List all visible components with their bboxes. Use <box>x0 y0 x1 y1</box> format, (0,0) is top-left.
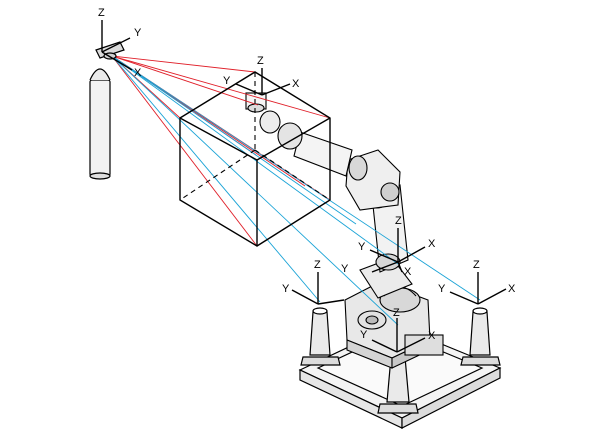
axis-label-x: X <box>428 238 436 250</box>
robot-arm-icon <box>245 92 444 369</box>
axis-label-x-2: X <box>404 266 412 278</box>
axis-label-y: Y <box>223 75 231 87</box>
axis-label-y: Y <box>358 241 366 253</box>
axis-label-z: Z <box>314 259 321 271</box>
axis-label-y: Y <box>438 283 446 295</box>
axis-label-y-2: Y <box>341 263 349 275</box>
axis-label-x: X <box>428 330 436 342</box>
frame-tracker: Z Y X <box>98 7 142 79</box>
frame-robot-upper: Z Y X Y X <box>341 215 436 278</box>
axis-label-y: Y <box>134 27 142 39</box>
axis-label-x: X <box>134 67 142 79</box>
frame-tool: Z Y X <box>223 55 300 96</box>
axis-label-y: Y <box>282 283 290 295</box>
axis-label-z: Z <box>257 55 264 67</box>
axis-label-y: Y <box>360 329 368 341</box>
calibration-cube-icon <box>179 71 331 247</box>
laser-tracker-icon <box>89 41 125 180</box>
frame-stand-right: Z Y X <box>438 259 516 305</box>
frame-robot-base: Z Y X <box>360 307 436 353</box>
axis-label-z: Z <box>98 7 105 19</box>
axis-label-z: Z <box>393 307 400 319</box>
frame-stand-left: Z Y <box>282 259 345 305</box>
axis-label-x: X <box>508 283 516 295</box>
axis-label-z: Z <box>395 215 402 227</box>
measurement-rays <box>111 55 481 326</box>
axis-label-x: X <box>292 78 300 90</box>
axis-label-z: Z <box>473 259 480 271</box>
